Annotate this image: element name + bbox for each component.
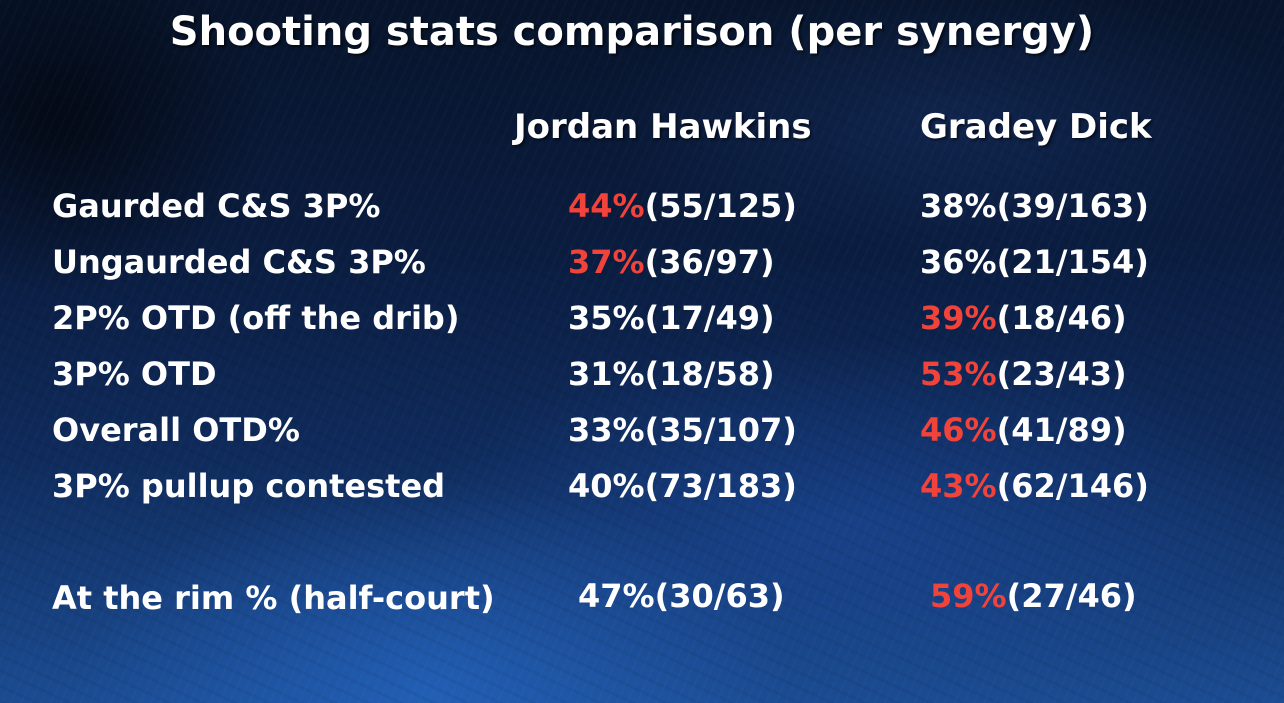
column-header-gradey-dick: Gradey Dick [920, 107, 1152, 147]
dick-value: 43%(62/146) [920, 464, 1149, 508]
stat-row-overall-otd: Overall OTD% 33%(35/107) 46%(41/89) [0, 402, 1284, 458]
stat-row-2p-otd: 2P% OTD (off the drib) 35%(17/49) 39%(18… [0, 290, 1284, 346]
hawkins-fraction: (30/63) [654, 577, 785, 615]
stat-label: 3P% pullup contested [52, 467, 446, 505]
dick-fraction: (39/163) [996, 187, 1149, 225]
stats-table: Gaurded C&S 3P% 44%(55/125) 38%(39/163) … [0, 178, 1284, 514]
dick-fraction: (62/146) [996, 467, 1149, 505]
stat-row-at-the-rim: At the rim % (half-court) 47%(30/63) 59%… [0, 568, 1284, 678]
dick-value: 36%(21/154) [920, 240, 1149, 284]
dick-value: 59%(27/46) [930, 574, 1137, 618]
dick-value: 39%(18/46) [920, 296, 1127, 340]
hawkins-fraction: (36/97) [644, 243, 775, 281]
hawkins-fraction: (18/58) [644, 355, 775, 393]
dick-pct: 59% [930, 577, 1007, 615]
dick-fraction: (21/154) [996, 243, 1149, 281]
hawkins-value: 37%(36/97) [568, 240, 775, 284]
hawkins-pct: 40% [568, 467, 645, 505]
dick-pct: 38% [920, 187, 997, 225]
dick-pct: 36% [920, 243, 997, 281]
dick-fraction: (41/89) [996, 411, 1127, 449]
dick-value: 38%(39/163) [920, 184, 1149, 228]
dick-pct: 43% [920, 467, 997, 505]
hawkins-pct: 31% [568, 355, 645, 393]
hawkins-pct: 47% [578, 577, 655, 615]
dick-fraction: (18/46) [996, 299, 1127, 337]
hawkins-pct: 44% [568, 187, 645, 225]
hawkins-value: 31%(18/58) [568, 352, 775, 396]
stat-label: 3P% OTD [52, 355, 217, 393]
hawkins-value: 40%(73/183) [568, 464, 797, 508]
stat-label: At the rim % (half-court) [52, 579, 495, 617]
stat-row-guarded-cs-3p: Gaurded C&S 3P% 44%(55/125) 38%(39/163) [0, 178, 1284, 234]
hawkins-fraction: (55/125) [644, 187, 797, 225]
stat-row-3p-otd: 3P% OTD 31%(18/58) 53%(23/43) [0, 346, 1284, 402]
dick-fraction: (23/43) [996, 355, 1127, 393]
stat-label: Overall OTD% [52, 411, 300, 449]
dick-fraction: (27/46) [1006, 577, 1137, 615]
hawkins-fraction: (35/107) [644, 411, 797, 449]
stat-label: Gaurded C&S 3P% [52, 187, 381, 225]
hawkins-value: 44%(55/125) [568, 184, 797, 228]
dick-pct: 53% [920, 355, 997, 393]
hawkins-pct: 37% [568, 243, 645, 281]
column-header-jordan-hawkins: Jordan Hawkins [514, 107, 812, 147]
hawkins-pct: 33% [568, 411, 645, 449]
hawkins-fraction: (73/183) [644, 467, 797, 505]
hawkins-value: 47%(30/63) [578, 574, 785, 618]
stat-label: 2P% OTD (off the drib) [52, 299, 460, 337]
stat-row-unguarded-cs-3p: Ungaurded C&S 3P% 37%(36/97) 36%(21/154) [0, 234, 1284, 290]
hawkins-fraction: (17/49) [644, 299, 775, 337]
dick-value: 53%(23/43) [920, 352, 1127, 396]
dick-value: 46%(41/89) [920, 408, 1127, 452]
page-title: Shooting stats comparison (per synergy) [169, 9, 1095, 55]
stat-row-3p-pullup-contested: 3P% pullup contested 40%(73/183) 43%(62/… [0, 458, 1284, 514]
hawkins-value: 33%(35/107) [568, 408, 797, 452]
hawkins-value: 35%(17/49) [568, 296, 775, 340]
dick-pct: 46% [920, 411, 997, 449]
dick-pct: 39% [920, 299, 997, 337]
hawkins-pct: 35% [568, 299, 645, 337]
stat-label: Ungaurded C&S 3P% [52, 243, 426, 281]
